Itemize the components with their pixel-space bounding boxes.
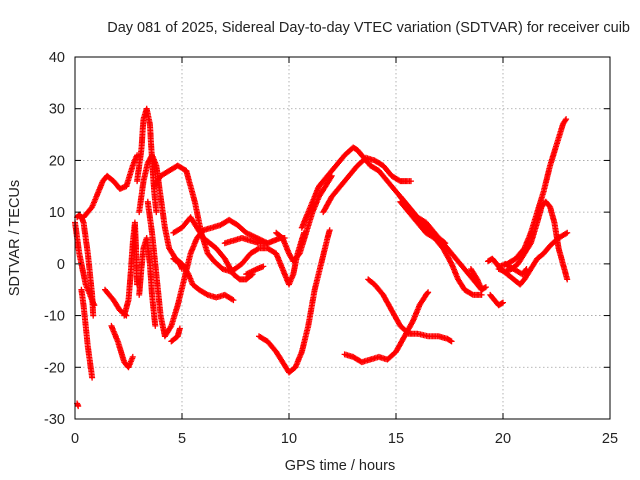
plus-marker (564, 276, 571, 283)
y-tick-label: 20 (49, 153, 65, 169)
x-tick-label: 0 (71, 431, 79, 447)
plus-marker (89, 374, 96, 381)
x-axis-label: GPS time / hours (285, 458, 395, 474)
plus-marker (153, 209, 160, 216)
series-arc18 (243, 263, 267, 278)
plus-marker (129, 353, 136, 360)
plus-marker (243, 229, 250, 236)
y-tick-label: 40 (49, 50, 65, 66)
plus-marker (176, 325, 183, 332)
series-arc02 (74, 211, 97, 319)
plot-frame (74, 56, 611, 420)
plus-marker (408, 178, 414, 185)
y-tick-label: -20 (44, 360, 65, 376)
plus-marker (523, 266, 530, 272)
plus-marker (448, 338, 455, 345)
plus-marker (230, 297, 237, 304)
plus-marker (90, 312, 97, 319)
chart-title: Day 081 of 2025, Sidereal Day-to-day VTE… (107, 20, 630, 36)
plus-marker (425, 289, 432, 296)
series-arc27 (467, 266, 489, 293)
plus-marker (447, 259, 454, 266)
y-tick-label: -10 (44, 309, 65, 325)
plus-marker (478, 291, 485, 298)
series-arc12 (144, 198, 271, 340)
plus-marker (245, 231, 252, 238)
series-arc07 (108, 322, 136, 371)
series-arc28 (487, 291, 506, 309)
plus-marker (498, 300, 505, 307)
x-tick-label: 5 (178, 431, 186, 447)
series-arc15 (170, 255, 185, 272)
series-arc24 (365, 276, 455, 345)
plus-marker (229, 296, 236, 303)
plus-marker (409, 319, 416, 325)
series-arc31 (495, 116, 570, 270)
plus-marker (563, 116, 570, 123)
y-tick-label: 0 (57, 257, 65, 273)
series-arc20 (273, 172, 335, 265)
series-arc26 (397, 198, 485, 298)
series-arc04 (74, 400, 82, 410)
plus-marker (424, 290, 431, 297)
x-tick-label: 15 (388, 431, 404, 447)
series-arc32 (502, 260, 530, 278)
plus-marker (326, 227, 333, 234)
plus-marker (564, 229, 571, 236)
plus-marker (260, 263, 267, 270)
series-arc08 (121, 219, 141, 319)
plus-marker (152, 322, 159, 329)
y-tick-label: 10 (49, 205, 65, 221)
plus-marker (179, 266, 185, 272)
axis-ticks: 0 5 10 15 20 25 -30 -20 -10 0 10 20 30 40 (44, 50, 618, 447)
plus-marker (167, 324, 174, 331)
plus-marker (482, 284, 489, 291)
y-tick-label: 30 (49, 102, 65, 118)
series-arc17 (221, 235, 288, 247)
data-series (72, 105, 571, 410)
plus-marker (254, 246, 261, 253)
plus-marker (249, 268, 256, 274)
series-arc14 (168, 325, 183, 345)
plus-marker (468, 291, 475, 298)
plus-marker (481, 284, 488, 291)
series-arc10 (136, 235, 159, 329)
series-arc13 (151, 162, 307, 288)
plus-marker (75, 403, 82, 410)
x-tick-label: 25 (602, 431, 618, 447)
series-arc03 (78, 286, 96, 381)
series-arc22 (320, 154, 414, 216)
y-tick-label: -30 (44, 412, 65, 428)
plus-marker (500, 299, 506, 306)
series-arc19 (256, 227, 333, 376)
series-arc30 (495, 198, 571, 283)
y-axis-label: SDTVAR / TECUs (7, 180, 23, 296)
plus-marker (563, 230, 569, 237)
series-arc05 (80, 152, 141, 221)
plus-marker (522, 267, 529, 274)
x-tick-label: 10 (281, 431, 297, 447)
x-tick-label: 20 (495, 431, 511, 447)
series-arc16 (170, 214, 256, 283)
plus-marker (562, 117, 569, 124)
